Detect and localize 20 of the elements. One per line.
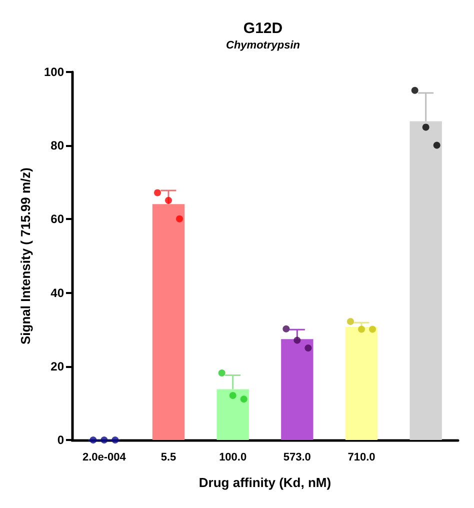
- x-tick-label: 710.0: [348, 452, 376, 464]
- y-tick-label: 100: [44, 65, 64, 79]
- y-tick-label: 20: [50, 359, 64, 374]
- y-axis-title: Signal Intensity ( 715.99 m/z): [18, 168, 33, 344]
- bar: [281, 339, 314, 440]
- x-tick-label: 5.5: [160, 452, 176, 464]
- x-tick-label: 573.0: [283, 452, 311, 464]
- bar: [410, 121, 442, 440]
- y-tick-label: 0: [57, 433, 64, 447]
- chart-title: G12D: [243, 20, 283, 37]
- y-tick-label: 40: [50, 286, 64, 300]
- y-tick-label: 80: [50, 138, 64, 153]
- bar: [152, 204, 185, 440]
- x-tick-label: 2.0e-004: [82, 452, 127, 464]
- x-axis-title: Drug affinity (Kd, nM): [198, 475, 332, 490]
- bar: [345, 327, 378, 440]
- bar: [216, 389, 249, 440]
- chart-subtitle: Chymotrypsin: [226, 40, 300, 52]
- y-tick-label: 60: [50, 212, 64, 226]
- x-tick-label: 100.0: [219, 452, 247, 464]
